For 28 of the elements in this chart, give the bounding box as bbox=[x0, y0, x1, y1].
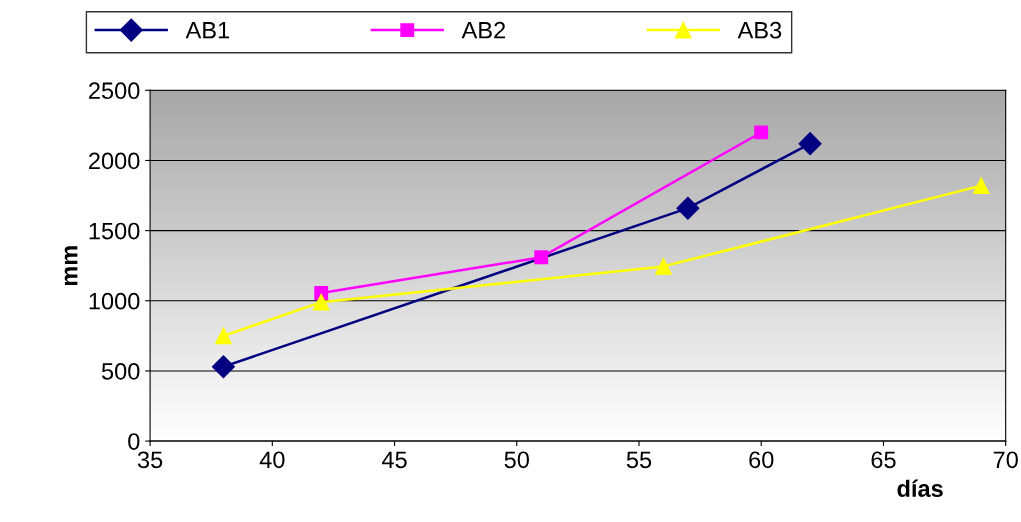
point bbox=[655, 258, 672, 275]
x-tick-label: 35 bbox=[137, 451, 163, 469]
y-axis-title: mm bbox=[64, 246, 78, 286]
point bbox=[676, 196, 700, 220]
point bbox=[754, 125, 769, 140]
x-tick-label: 45 bbox=[381, 451, 407, 469]
x-tick-label: 40 bbox=[259, 451, 285, 469]
legend-label: AB3 bbox=[737, 21, 782, 39]
point bbox=[972, 177, 990, 195]
x-tick-label: 65 bbox=[871, 451, 896, 469]
point bbox=[211, 355, 235, 379]
y-tick-label: 0 bbox=[128, 433, 140, 450]
x-axis-title: días bbox=[897, 479, 943, 498]
y-tick-label: 1000 bbox=[89, 292, 140, 310]
y-tick-label: 500 bbox=[101, 363, 140, 380]
point bbox=[534, 250, 549, 265]
x-tick-label: 60 bbox=[749, 451, 774, 469]
point bbox=[215, 327, 232, 345]
x-tick-label: 50 bbox=[504, 451, 529, 469]
x-tick-label: 55 bbox=[626, 451, 652, 469]
legend-label: AB2 bbox=[461, 21, 506, 39]
y-tick-label: 1500 bbox=[89, 222, 140, 240]
legend-label: AB1 bbox=[185, 22, 230, 39]
y-tick-label: 2500 bbox=[89, 82, 140, 100]
point bbox=[798, 132, 822, 156]
y-tick-label: 2000 bbox=[89, 152, 140, 170]
point bbox=[312, 293, 330, 311]
x-tick-label: 70 bbox=[993, 451, 1018, 469]
